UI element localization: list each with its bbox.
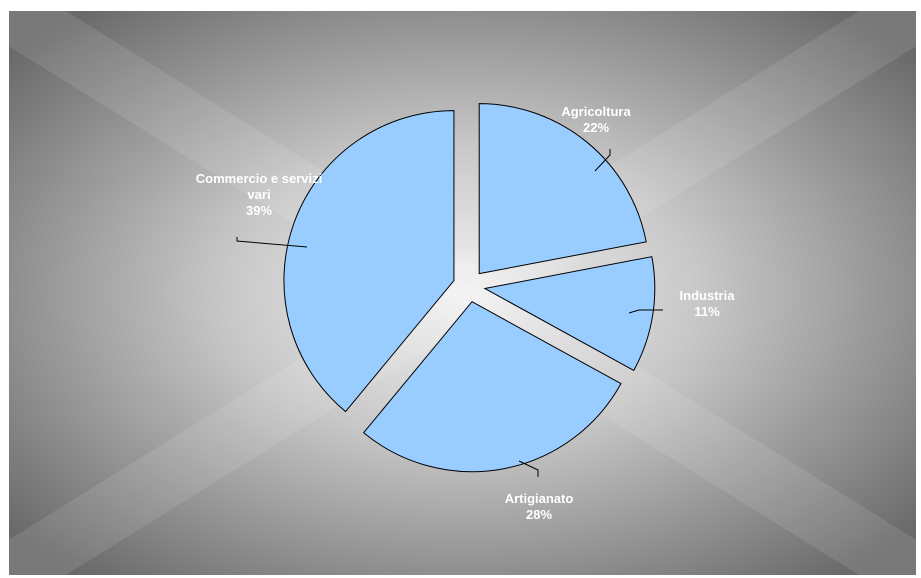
slice-category-label: Agricoltura (561, 104, 631, 119)
chart-area: Agricoltura 22% Industria 11% Artigianato 28%… (9, 11, 916, 575)
pie-slice-industria (483, 256, 656, 372)
pie-slice-agricoltura (478, 103, 647, 275)
slice-category-label: vari (247, 187, 270, 202)
slices-layer (283, 103, 656, 473)
slice-value-label: 28% (526, 507, 552, 522)
leader-line (236, 237, 308, 248)
slice-value-label: 22% (583, 120, 609, 135)
slice-category-label: Industria (680, 288, 736, 303)
slice-value-label: 39% (246, 203, 272, 218)
chart-background (9, 11, 916, 575)
slice-value-label: 11% (694, 304, 720, 319)
pie-slice-commercio-e-servizi (283, 110, 455, 413)
leader-line (628, 309, 663, 314)
leader-line (518, 460, 539, 477)
slice-category-label: Artigianato (505, 491, 574, 506)
leader-line (594, 149, 611, 172)
background-rays (9, 11, 916, 575)
background-ray (9, 11, 916, 575)
slice-category-label: Commercio e servizi (196, 171, 322, 186)
leader-lines-layer (236, 149, 663, 477)
background-ray (9, 11, 916, 575)
pie-slice-artigianato (362, 301, 622, 473)
